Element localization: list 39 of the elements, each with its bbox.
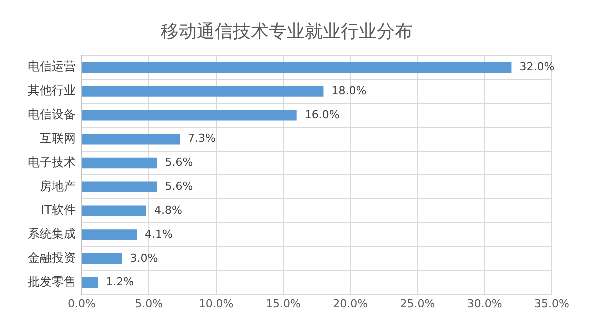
y-tick-label: 房地产 xyxy=(40,179,76,194)
bar xyxy=(82,206,146,216)
y-tick-label: 互联网 xyxy=(40,131,76,146)
y-tick-label: 电子技术 xyxy=(28,155,76,170)
data-label: 16.0% xyxy=(304,108,340,122)
data-label: 7.3% xyxy=(188,132,216,146)
x-tick-label: 35.0% xyxy=(534,297,570,310)
y-tick-label: 批发零售 xyxy=(28,274,76,289)
x-tick-label: 15.0% xyxy=(266,297,301,310)
data-label: 4.8% xyxy=(154,204,182,217)
y-tick-label: 电信设备 xyxy=(28,108,76,122)
y-tick-label: 其他行业 xyxy=(28,84,76,98)
bar xyxy=(82,134,180,145)
chart-title: 移动通信技术专业就业行业分布 xyxy=(161,21,413,42)
bar xyxy=(82,277,98,288)
x-tick-label: 5.0% xyxy=(135,297,164,310)
bar xyxy=(82,182,158,193)
data-label: 3.0% xyxy=(130,252,158,265)
x-tick-label: 0.0% xyxy=(68,297,96,310)
x-tick-label: 30.0% xyxy=(467,297,502,310)
x-tick-label: 10.0% xyxy=(198,297,234,310)
bar xyxy=(82,86,324,97)
bar xyxy=(82,110,297,121)
x-tick-label: 20.0% xyxy=(333,297,368,310)
bar xyxy=(82,158,158,169)
bar xyxy=(82,254,122,264)
y-tick-label: IT软件 xyxy=(41,203,76,218)
bar xyxy=(82,62,512,73)
data-label: 32.0% xyxy=(520,60,555,74)
x-tick-label: 25.0% xyxy=(400,297,436,310)
y-tick-label: 金融投资 xyxy=(28,251,76,266)
data-label: 4.1% xyxy=(145,228,174,241)
data-label: 5.6% xyxy=(165,180,194,194)
data-label: 1.2% xyxy=(106,276,134,289)
y-tick-label: 系统集成 xyxy=(28,227,76,242)
data-label: 5.6% xyxy=(165,156,194,170)
y-tick-label: 电信运营 xyxy=(28,60,76,74)
data-label: 18.0% xyxy=(332,84,367,98)
bar xyxy=(82,230,138,240)
